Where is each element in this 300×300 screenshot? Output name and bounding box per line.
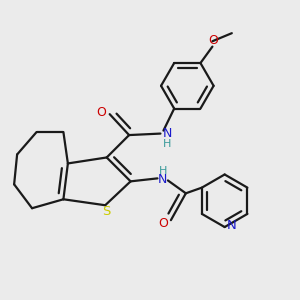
Text: N: N: [227, 219, 237, 232]
Text: H: H: [163, 139, 171, 149]
Text: H: H: [159, 166, 168, 176]
Text: O: O: [208, 34, 218, 46]
Text: O: O: [96, 106, 106, 119]
Text: S: S: [103, 205, 111, 218]
Text: O: O: [158, 217, 168, 230]
Text: N: N: [158, 173, 167, 186]
Text: N: N: [162, 127, 172, 140]
